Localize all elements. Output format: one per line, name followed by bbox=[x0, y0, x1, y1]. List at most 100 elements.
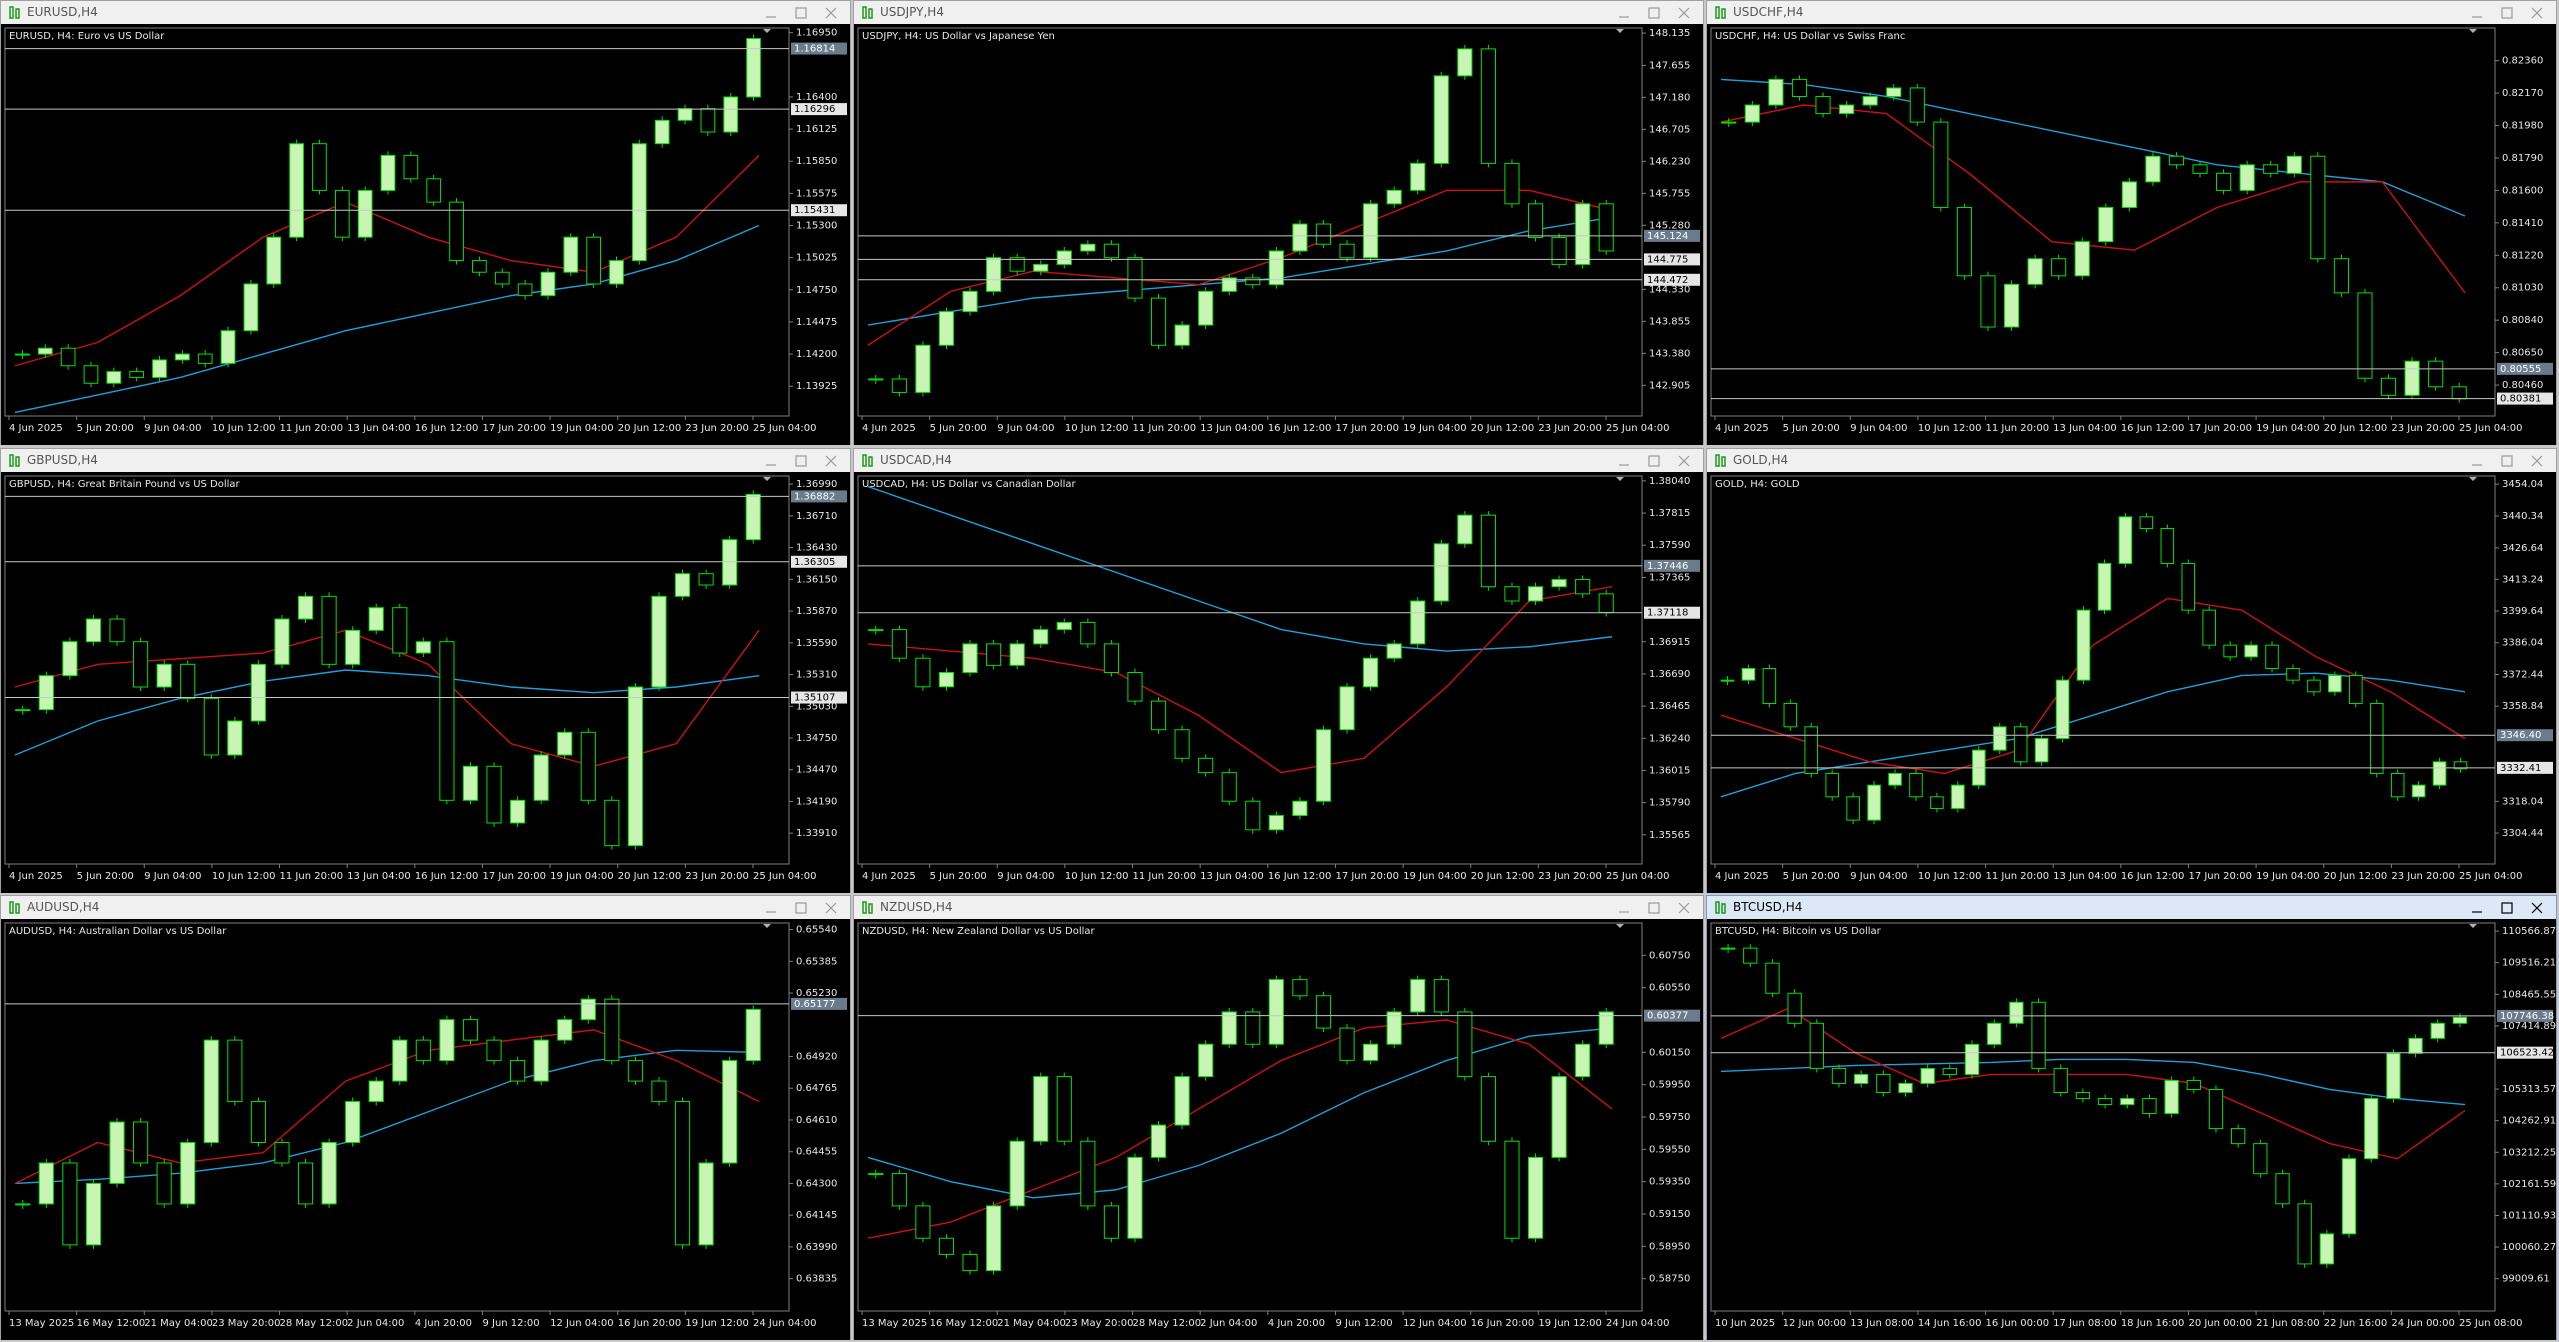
maximize-button[interactable] bbox=[2501, 7, 2513, 19]
y-tick-label: 1.15850 bbox=[796, 156, 837, 167]
candle bbox=[2230, 1128, 2246, 1145]
chart-window[interactable]: BTCUSD,H4 BTCUSD, H4: Bitcoin vs US Dolla… bbox=[1706, 895, 2557, 1340]
candle bbox=[266, 236, 282, 285]
candle bbox=[312, 143, 327, 191]
maximize-button[interactable] bbox=[2501, 902, 2513, 914]
candle bbox=[1809, 1022, 1824, 1069]
title-bar: USDCHF,H4 bbox=[1707, 1, 2556, 24]
candle bbox=[986, 643, 1002, 666]
candle bbox=[1198, 1043, 1214, 1078]
x-tick-label: 13 Jun 08:00 bbox=[1850, 1318, 1914, 1329]
x-tick-label: 13 Jun 04:00 bbox=[1200, 423, 1264, 434]
window-buttons bbox=[1619, 7, 1690, 19]
chart-window[interactable]: USDCAD,H4 USDCAD, H4: US Dollar vs Canadi… bbox=[853, 448, 1704, 893]
candle bbox=[609, 260, 624, 285]
close-icon bbox=[2531, 7, 2543, 19]
close-button[interactable] bbox=[1678, 7, 1690, 19]
candle bbox=[2286, 155, 2302, 174]
x-tick-label: 10 Jun 12:00 bbox=[212, 423, 276, 434]
candle bbox=[1386, 643, 1402, 659]
candle bbox=[486, 1039, 502, 1062]
candle bbox=[2297, 1203, 2312, 1265]
close-button[interactable] bbox=[2531, 902, 2543, 914]
chart-window[interactable]: USDJPY,H4 USDJPY, H4: US Dollar vs Japane… bbox=[853, 0, 1704, 445]
candle bbox=[1575, 1043, 1591, 1078]
chart-window[interactable]: EURUSD,H4 EURUSD, H4: Euro vs US Dollar 1.… bbox=[0, 0, 851, 445]
candle bbox=[510, 1060, 526, 1082]
candle bbox=[1009, 1140, 1025, 1207]
chart-window[interactable]: NZDUSD,H4 NZDUSD, H4: New Zealand Dollar … bbox=[853, 895, 1704, 1340]
candle bbox=[1127, 1156, 1143, 1239]
maximize-button[interactable] bbox=[1648, 455, 1660, 467]
x-tick-label: 19 Jun 12:00 bbox=[1538, 1318, 1602, 1329]
price-chart: USDCHF, H4: US Dollar vs Swiss Franc 0.82… bbox=[1707, 24, 2556, 445]
maximize-button[interactable] bbox=[1648, 902, 1660, 914]
close-icon bbox=[825, 455, 837, 467]
candle bbox=[1720, 947, 1736, 950]
candle bbox=[380, 154, 396, 191]
y-tick-label: 0.82170 bbox=[2502, 88, 2543, 99]
candle bbox=[1245, 1011, 1261, 1045]
maximize-button[interactable] bbox=[795, 902, 807, 914]
y-tick-label: 0.59150 bbox=[1649, 1209, 1690, 1220]
candle bbox=[274, 1141, 290, 1164]
y-tick-label: 143.380 bbox=[1649, 348, 1690, 359]
close-button[interactable] bbox=[2531, 7, 2543, 19]
y-tick-label: 1.36915 bbox=[1649, 637, 1690, 648]
close-button[interactable] bbox=[1678, 902, 1690, 914]
y-tick-label: 1.15300 bbox=[796, 221, 837, 232]
candle bbox=[1315, 223, 1332, 245]
maximize-button[interactable] bbox=[795, 455, 807, 467]
candle bbox=[1433, 75, 1449, 164]
y-tick-label: 101110.93 bbox=[2502, 1210, 2556, 1221]
y-tick-label: 1.36465 bbox=[1649, 701, 1690, 712]
candle bbox=[297, 1162, 314, 1205]
candle bbox=[2208, 1088, 2224, 1130]
y-tick-label: 0.81030 bbox=[2502, 283, 2543, 294]
candle bbox=[1846, 796, 1860, 821]
candle bbox=[109, 618, 125, 643]
chart-window[interactable]: GOLD,H4 GOLD, H4: GOLD 3454.04 3440.34 3426.… bbox=[1706, 448, 2557, 893]
close-button[interactable] bbox=[825, 902, 837, 914]
candle bbox=[2142, 1098, 2157, 1115]
candle bbox=[1720, 679, 1735, 682]
candle bbox=[1575, 579, 1591, 595]
candle bbox=[1410, 162, 1426, 191]
price-level-label: 1.15431 bbox=[794, 205, 835, 216]
y-tick-label: 3413.24 bbox=[2502, 574, 2543, 585]
x-tick-label: 19 Jun 12:00 bbox=[685, 1318, 749, 1329]
candle bbox=[586, 236, 601, 285]
chart-icon bbox=[862, 901, 873, 914]
candle bbox=[2307, 679, 2321, 693]
y-tick-label: 104262.91 bbox=[2502, 1116, 2556, 1127]
maximize-button[interactable] bbox=[1648, 7, 1660, 19]
close-icon bbox=[825, 902, 837, 914]
candle bbox=[1909, 87, 1925, 123]
price-chart: GBPUSD, H4: Great Britain Pound vs US Do… bbox=[1, 472, 850, 893]
candle bbox=[243, 283, 259, 332]
window-title: BTCUSD,H4 bbox=[1733, 900, 1803, 914]
candle bbox=[1198, 757, 1214, 774]
maximize-button[interactable] bbox=[795, 7, 807, 19]
price-level-box bbox=[1644, 559, 1700, 572]
close-button[interactable] bbox=[1678, 455, 1690, 467]
candle bbox=[915, 1205, 931, 1239]
close-button[interactable] bbox=[825, 455, 837, 467]
close-icon bbox=[1678, 902, 1690, 914]
icon-bar bbox=[1721, 456, 1726, 467]
chart-window[interactable]: GBPUSD,H4 GBPUSD, H4: Great Britain Pound… bbox=[0, 448, 851, 893]
icon-bar bbox=[1715, 901, 1720, 914]
y-tick-label: 99009.61 bbox=[2502, 1274, 2550, 1285]
x-tick-label: 20 Jun 12:00 bbox=[1471, 871, 1535, 882]
maximize-button[interactable] bbox=[2501, 455, 2513, 467]
chart-window[interactable]: USDCHF,H4 USDCHF, H4: US Dollar vs Swiss … bbox=[1706, 0, 2557, 445]
y-tick-label: 3386.04 bbox=[2502, 638, 2543, 649]
x-tick-label: 21 May 04:00 bbox=[997, 1318, 1066, 1329]
close-icon bbox=[2531, 455, 2543, 467]
close-button[interactable] bbox=[825, 7, 837, 19]
close-button[interactable] bbox=[2531, 455, 2543, 467]
chart-window[interactable]: AUDUSD,H4 AUDUSD, H4: Australian Dollar v… bbox=[0, 895, 851, 1340]
candle bbox=[654, 119, 670, 145]
candle bbox=[38, 1162, 54, 1205]
